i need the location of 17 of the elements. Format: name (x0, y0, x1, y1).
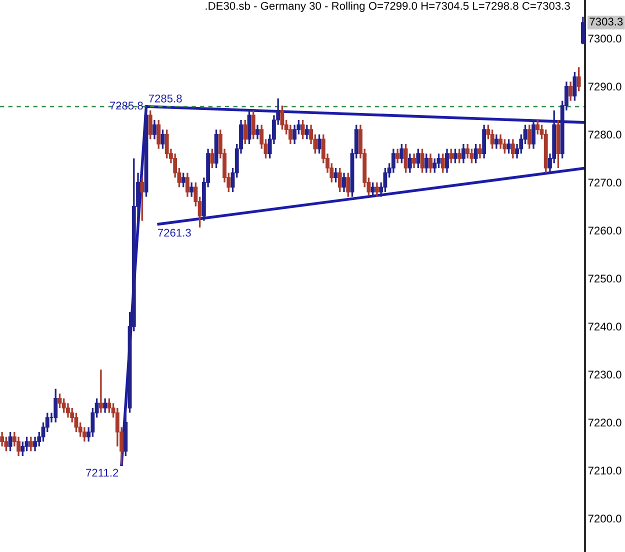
y-tick-label: 7280.0 (588, 130, 622, 139)
data-label: 7261.3 (158, 228, 191, 237)
data-label: 7285.8 (110, 102, 143, 110)
y-tick-label: 7270.0 (588, 178, 622, 187)
data-label: 7285.8 (148, 94, 182, 102)
chart-title: .DE30.sb - Germany 30 - Rolling O=7299.0 H=7304.5 L=7298.8 C=7303.3 (206, 2, 570, 12)
data-label: 7211.2 (86, 468, 118, 477)
y-tick-label: 7200.0 (588, 514, 622, 523)
y-tick-label: 7240.0 (588, 322, 622, 331)
y-tick-label: 7260.0 (588, 226, 622, 235)
y-tick-label: 7300.0 (588, 34, 622, 43)
y-tick-label: 7250.0 (588, 274, 622, 283)
y-tick-label: 7230.0 (588, 370, 622, 379)
y-tick-label: 7220.0 (588, 418, 622, 427)
y-tick-label: 7210.0 (588, 466, 622, 475)
annotation: 7303.3 (590, 18, 623, 26)
y-tick-label: 7290.0 (588, 82, 622, 91)
